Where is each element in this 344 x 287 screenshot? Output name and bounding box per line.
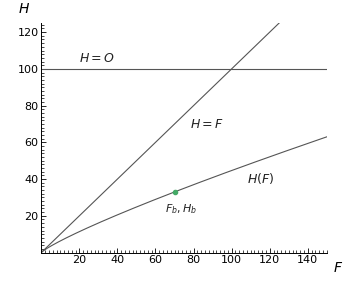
- X-axis label: $F$: $F$: [333, 261, 343, 275]
- Text: $H = F$: $H = F$: [190, 118, 224, 131]
- Text: $H = O$: $H = O$: [79, 52, 116, 65]
- Y-axis label: $H$: $H$: [18, 2, 30, 16]
- Text: $H(F)$: $H(F)$: [247, 171, 274, 186]
- Text: $F_b, H_b$: $F_b, H_b$: [165, 202, 197, 216]
